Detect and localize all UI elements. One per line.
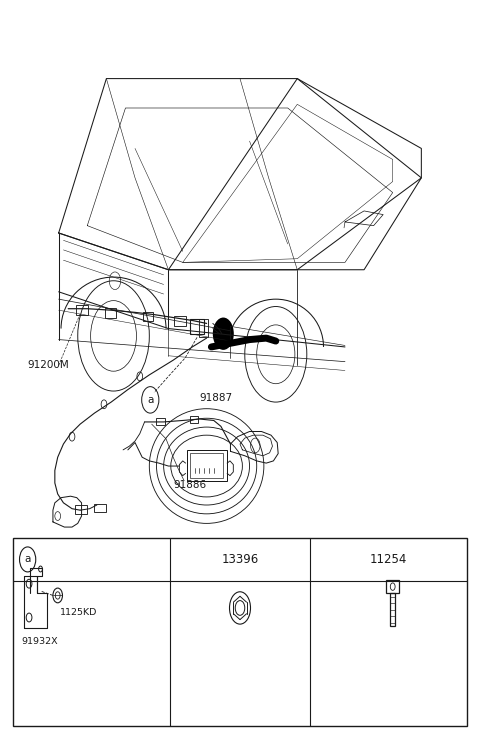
Text: a: a: [24, 554, 31, 565]
Bar: [13, 538, 467, 725]
Bar: [106, 308, 116, 317]
Bar: [75, 505, 87, 514]
Bar: [95, 503, 107, 512]
Bar: [156, 418, 165, 425]
Bar: [190, 319, 204, 334]
Bar: [174, 316, 186, 326]
Bar: [76, 305, 88, 315]
Text: 11254: 11254: [370, 553, 407, 566]
Text: 91887: 91887: [199, 393, 233, 404]
Bar: [187, 450, 227, 480]
Text: 91200M: 91200M: [28, 360, 70, 370]
Bar: [386, 580, 399, 593]
Bar: [190, 416, 199, 424]
Bar: [143, 311, 153, 321]
Text: 1125KD: 1125KD: [60, 608, 97, 617]
Text: a: a: [147, 395, 154, 405]
Bar: [390, 593, 395, 627]
Circle shape: [213, 317, 234, 350]
Bar: [190, 453, 223, 477]
Bar: [199, 319, 208, 337]
Text: 13396: 13396: [221, 553, 259, 566]
Text: 91886: 91886: [173, 480, 206, 490]
Text: 91932X: 91932X: [22, 638, 58, 646]
